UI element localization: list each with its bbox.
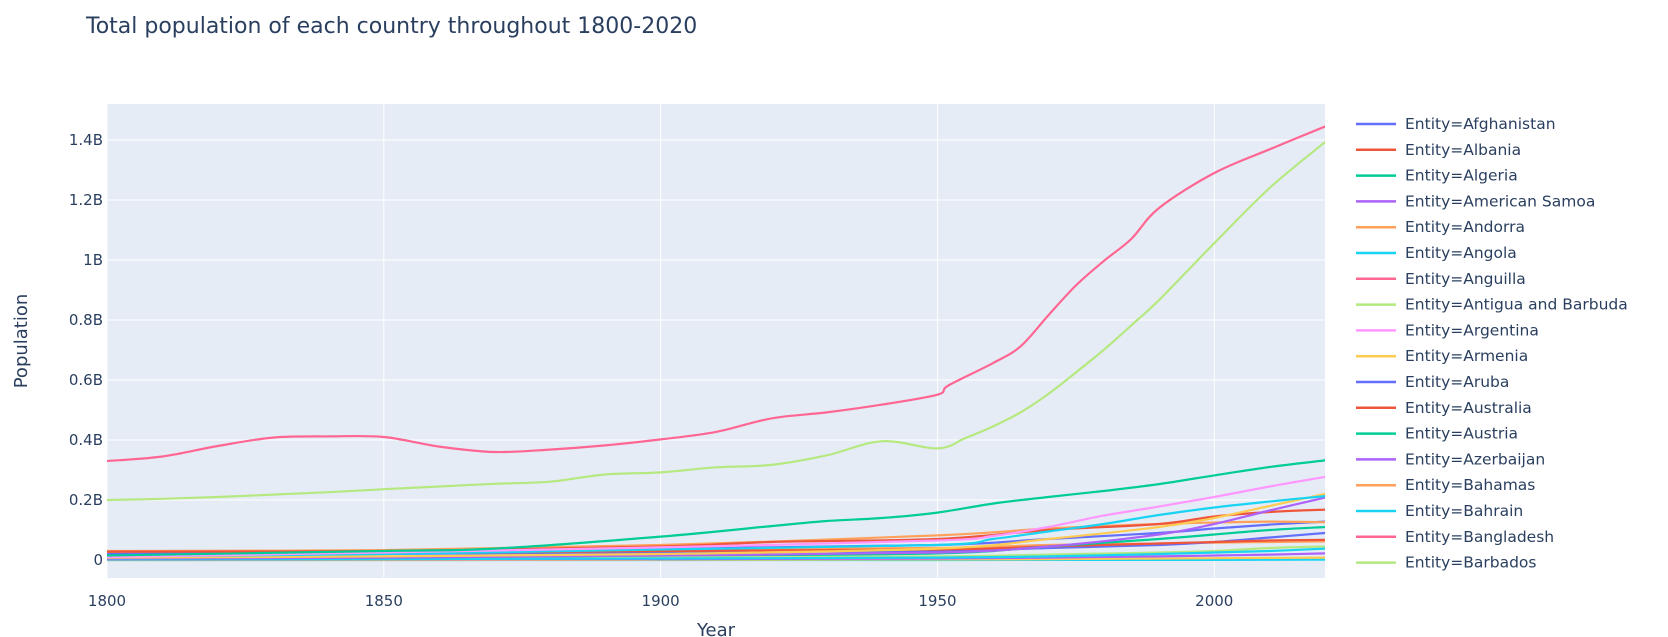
legend-label: Entity=Austria: [1405, 425, 1518, 443]
x-tick-label: 1800: [88, 592, 126, 610]
legend-label: Entity=Algeria: [1405, 167, 1518, 185]
legend-item[interactable]: Entity=Algeria: [1356, 167, 1518, 185]
legend-item[interactable]: Entity=Antigua and Barbuda: [1356, 296, 1628, 314]
legend-item[interactable]: Entity=Bahamas: [1356, 476, 1535, 494]
series-line[interactable]: [107, 496, 1325, 560]
series-line[interactable]: [107, 475, 1325, 559]
legend-label: Entity=Argentina: [1405, 321, 1539, 339]
series-line[interactable]: [107, 125, 1325, 463]
y-tick-label: 0.4B: [69, 431, 103, 449]
legend-label: Entity=Anguilla: [1405, 270, 1526, 288]
x-tick-label: 1950: [918, 592, 956, 610]
legend-label: Entity=Bahrain: [1405, 502, 1523, 520]
legend-label: Entity=Australia: [1405, 399, 1532, 417]
legend-label: Entity=Angola: [1405, 244, 1517, 262]
legend-item[interactable]: Entity=Afghanistan: [1356, 115, 1556, 133]
legend-label: Entity=Afghanistan: [1405, 115, 1556, 133]
legend: Entity=Afghanistan Entity=Albania Entity=A…: [1356, 115, 1628, 572]
legend-item[interactable]: Entity=Azerbaijan: [1356, 450, 1545, 468]
series-line[interactable]: [107, 141, 1325, 502]
legend-item[interactable]: Entity=Albania: [1356, 141, 1521, 159]
y-tick-label: 0.2B: [69, 491, 103, 509]
series-line[interactable]: [107, 492, 1325, 559]
y-tick-label: 1B: [83, 251, 103, 269]
x-tick-label: 2000: [1195, 592, 1233, 610]
x-tick-label: 1900: [642, 592, 680, 610]
legend-label: Entity=Azerbaijan: [1405, 450, 1545, 468]
series-line[interactable]: [107, 495, 1325, 558]
legend-label: Entity=Armenia: [1405, 347, 1528, 365]
legend-item[interactable]: Entity=Armenia: [1356, 347, 1528, 365]
legend-item[interactable]: Entity=Aruba: [1356, 373, 1509, 391]
y-tick-label: 0: [93, 551, 103, 569]
legend-item[interactable]: Entity=Angola: [1356, 244, 1517, 262]
legend-label: Entity=American Samoa: [1405, 192, 1595, 210]
legend-item[interactable]: Entity=American Samoa: [1356, 192, 1595, 210]
legend-item[interactable]: Entity=Bangladesh: [1356, 528, 1554, 546]
y-tick-label: 1.2B: [69, 191, 103, 209]
legend-item[interactable]: Entity=Anguilla: [1356, 270, 1526, 288]
legend-item[interactable]: Entity=Bahrain: [1356, 502, 1523, 520]
legend-label: Entity=Andorra: [1405, 218, 1525, 236]
legend-item[interactable]: Entity=Austria: [1356, 425, 1518, 443]
legend-label: Entity=Barbados: [1405, 554, 1536, 572]
y-tick-label: 0.6B: [69, 371, 103, 389]
series-line[interactable]: [107, 547, 1325, 561]
legend-label: Entity=Bangladesh: [1405, 528, 1554, 546]
legend-item[interactable]: Entity=Barbados: [1356, 554, 1536, 572]
legend-label: Entity=Bahamas: [1405, 476, 1535, 494]
series-lines: [107, 125, 1325, 562]
x-axis-title: Year: [696, 620, 736, 637]
chart-title: Total population of each country through…: [86, 14, 698, 39]
legend-item[interactable]: Entity=Argentina: [1356, 321, 1539, 339]
legend-item[interactable]: Entity=Australia: [1356, 399, 1532, 417]
x-tick-label: 1850: [365, 592, 403, 610]
legend-label: Entity=Albania: [1405, 141, 1521, 159]
y-tick-label: 0.8B: [69, 311, 103, 329]
y-tick-label: 1.4B: [69, 131, 103, 149]
plot-area: [107, 104, 1325, 578]
legend-label: Entity=Aruba: [1405, 373, 1509, 391]
y-axis-title: Population: [11, 294, 32, 389]
axis-ticks: 1800 1850 1900 1950 2000 0 0.2B 0.4B 0.6B 0.8B 1B 1…: [69, 131, 1234, 610]
legend-label: Entity=Antigua and Barbuda: [1405, 296, 1628, 314]
legend-item[interactable]: Entity=Andorra: [1356, 218, 1525, 236]
series-line[interactable]: [107, 459, 1325, 557]
